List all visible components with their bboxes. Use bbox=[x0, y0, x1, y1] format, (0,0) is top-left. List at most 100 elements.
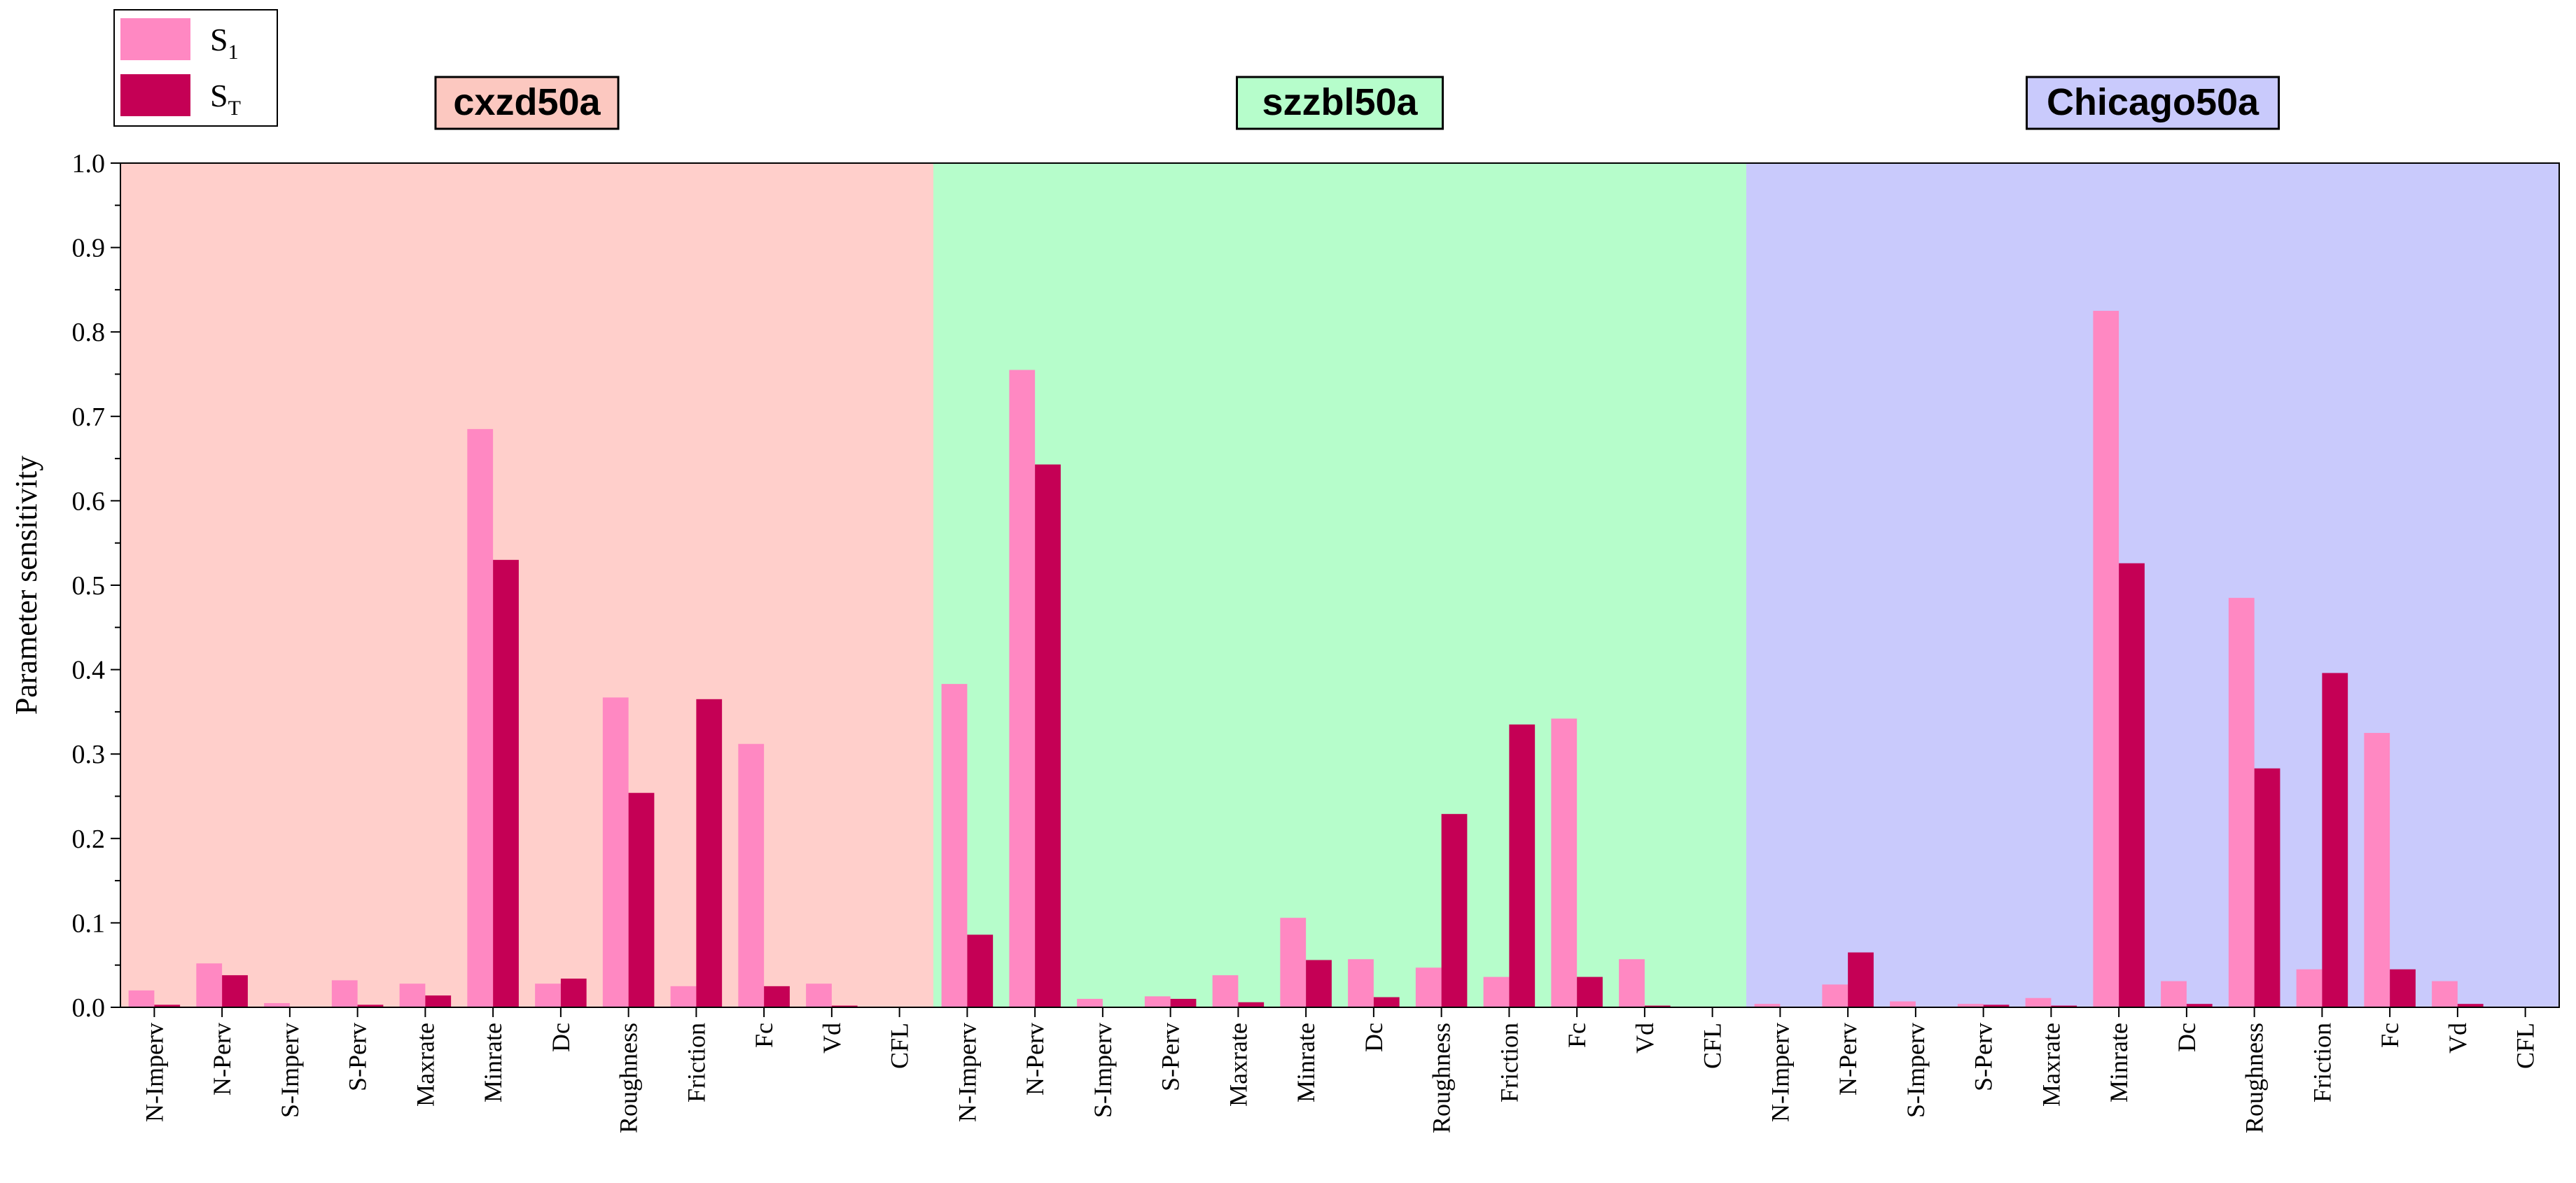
legend-swatch bbox=[120, 18, 190, 60]
bar-s1 bbox=[1551, 718, 1578, 1007]
bar-st bbox=[2051, 1005, 2077, 1007]
bar-st bbox=[493, 559, 519, 1007]
bar-st bbox=[2119, 563, 2145, 1007]
y-tick-label: 0.1 bbox=[72, 909, 106, 938]
legend-label: S1 bbox=[210, 22, 239, 64]
x-tick-label: Minrate bbox=[479, 1023, 507, 1102]
y-tick-label: 0.3 bbox=[72, 740, 106, 769]
group-title-text: szzbl50a bbox=[1262, 81, 1418, 123]
bar-st bbox=[2322, 673, 2348, 1007]
x-tick-label: CFL bbox=[1699, 1023, 1727, 1069]
group-title-text: cxzd50a bbox=[453, 81, 601, 123]
legend-label: ST bbox=[210, 78, 241, 120]
bar-s1 bbox=[399, 983, 426, 1007]
x-axis: N-Imperv N-Perv S-Imperv S-Perv Maxrate Minra… bbox=[140, 1007, 2540, 1133]
x-tick-label: Dc bbox=[547, 1023, 575, 1052]
bar-s1 bbox=[2228, 598, 2255, 1007]
y-tick-label: 0.0 bbox=[72, 993, 106, 1023]
y-axis: 0.0 0.1 0.2 0.3 0.4 0.5 0.6 0.7 0.8 0.9 1.0 bbox=[72, 149, 120, 1023]
x-tick-label: Friction bbox=[1495, 1023, 1523, 1102]
bar-st bbox=[1373, 997, 1400, 1007]
bar-s1 bbox=[941, 684, 968, 1007]
group-title-box bbox=[1236, 76, 1444, 130]
bar-s1 bbox=[602, 697, 629, 1007]
x-tick-label: S-Imperv bbox=[1089, 1023, 1117, 1118]
bar-st bbox=[1170, 998, 1197, 1007]
bar-st bbox=[1577, 976, 1603, 1007]
x-tick-label: S-Perv bbox=[1970, 1023, 1998, 1091]
x-tick-label: S-Imperv bbox=[1902, 1023, 1930, 1118]
y-tick-label: 0.9 bbox=[72, 234, 106, 263]
bar-s1 bbox=[1957, 1004, 1984, 1007]
x-tick-label: Friction bbox=[682, 1023, 710, 1102]
bar-s1 bbox=[535, 983, 561, 1007]
bar-st bbox=[628, 792, 655, 1007]
bar-st bbox=[1441, 813, 1468, 1007]
x-tick-label: S-Perv bbox=[344, 1023, 372, 1091]
group-title-box bbox=[434, 76, 620, 130]
bar-st bbox=[1238, 1002, 1265, 1007]
bar-st bbox=[2457, 1004, 2484, 1007]
bar-st bbox=[154, 1004, 181, 1007]
x-tick-label: Friction bbox=[2308, 1023, 2336, 1102]
bar-s1 bbox=[128, 990, 155, 1007]
y-tick-label: 0.5 bbox=[72, 571, 106, 601]
bar-s1 bbox=[1483, 976, 1510, 1007]
bar-s1 bbox=[738, 743, 765, 1007]
bar-s1 bbox=[2093, 311, 2119, 1007]
x-tick-label: CFL bbox=[2512, 1023, 2540, 1069]
bar-s1 bbox=[670, 986, 697, 1007]
bar-s1 bbox=[1619, 959, 1645, 1007]
bar-st bbox=[425, 995, 452, 1007]
y-tick-label: 0.7 bbox=[72, 402, 106, 432]
bar-s1 bbox=[1077, 998, 1103, 1007]
group-title-2: szzbl50a bbox=[1236, 76, 1444, 130]
bar-s1 bbox=[1212, 975, 1239, 1007]
bar-st bbox=[1035, 464, 1061, 1007]
bar-st bbox=[2390, 969, 2416, 1007]
x-tick-label: Maxrate bbox=[411, 1023, 439, 1107]
bar-s1 bbox=[2364, 733, 2390, 1007]
y-tick-label: 0.6 bbox=[72, 486, 106, 516]
bar-s1 bbox=[467, 428, 494, 1007]
bar-s1 bbox=[1280, 918, 1307, 1007]
x-tick-label: Fc bbox=[1563, 1023, 1591, 1048]
bar-st bbox=[2186, 1004, 2213, 1007]
group-titles: cxzd50a szzbl50a Chicago50a bbox=[434, 76, 2280, 130]
x-tick-label: N-Perv bbox=[1834, 1023, 1862, 1096]
bar-s1 bbox=[1754, 1004, 1781, 1007]
bar-st bbox=[1306, 960, 1332, 1007]
legend-swatch bbox=[120, 74, 190, 116]
x-tick-label: N-Perv bbox=[1021, 1023, 1049, 1096]
y-tick-label: 0.2 bbox=[72, 825, 106, 854]
group-background-layer bbox=[120, 163, 2559, 1007]
x-tick-label: N-Imperv bbox=[953, 1023, 981, 1122]
bar-st bbox=[831, 1005, 858, 1007]
y-tick-label: 0.8 bbox=[72, 318, 106, 347]
x-tick-label: Fc bbox=[2376, 1023, 2404, 1048]
group-title-3: Chicago50a bbox=[2026, 76, 2280, 130]
bar-s1 bbox=[1415, 967, 1442, 1007]
y-tick-label: 1.0 bbox=[72, 149, 106, 178]
bar-s1 bbox=[2432, 981, 2458, 1007]
bar-st bbox=[222, 975, 248, 1007]
legend: S1 ST bbox=[113, 9, 278, 127]
group-title-text: Chicago50a bbox=[2047, 81, 2260, 123]
x-tick-label: Minrate bbox=[1292, 1023, 1320, 1102]
group-background-1 bbox=[120, 163, 933, 1007]
bar-st bbox=[1983, 1004, 2010, 1007]
bar-s1 bbox=[264, 1002, 290, 1007]
group-title-box bbox=[2026, 76, 2280, 130]
x-tick-label: CFL bbox=[886, 1023, 914, 1069]
x-tick-label: N-Imperv bbox=[1766, 1023, 1794, 1122]
bar-s1 bbox=[331, 980, 358, 1007]
x-tick-label: Roughness bbox=[615, 1023, 643, 1133]
bar-st bbox=[357, 1004, 384, 1007]
x-tick-label: S-Imperv bbox=[276, 1023, 304, 1118]
bar-s1 bbox=[1009, 370, 1036, 1007]
bar-s1 bbox=[1822, 984, 1849, 1007]
x-tick-label: Roughness bbox=[1428, 1023, 1456, 1133]
x-tick-label: S-Perv bbox=[1157, 1023, 1185, 1091]
group-title-1: cxzd50a bbox=[434, 76, 620, 130]
